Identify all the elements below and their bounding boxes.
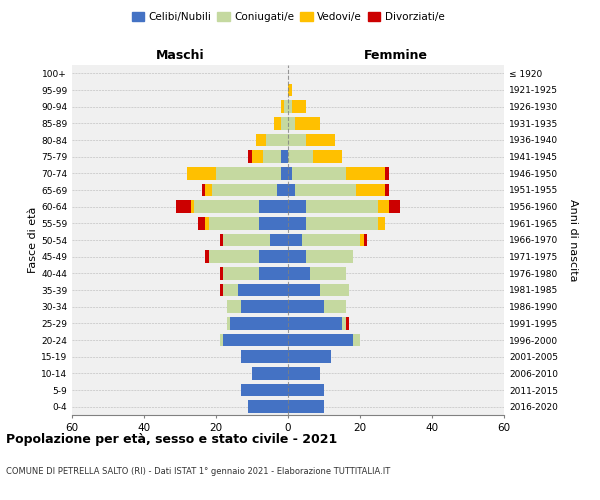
- Bar: [241, 350, 288, 363]
- Bar: [220, 334, 223, 346]
- Bar: [288, 84, 292, 96]
- Y-axis label: Fasce di età: Fasce di età: [28, 207, 38, 273]
- Bar: [324, 300, 346, 313]
- Bar: [288, 317, 342, 330]
- Bar: [288, 367, 320, 380]
- Bar: [346, 167, 385, 179]
- Bar: [385, 184, 389, 196]
- Bar: [288, 250, 306, 263]
- Bar: [306, 134, 335, 146]
- Bar: [238, 284, 288, 296]
- Bar: [248, 400, 288, 413]
- Bar: [205, 217, 209, 230]
- Bar: [281, 100, 284, 113]
- Bar: [220, 284, 223, 296]
- Bar: [277, 184, 288, 196]
- Bar: [259, 250, 288, 263]
- Bar: [241, 384, 288, 396]
- Bar: [220, 267, 223, 280]
- Bar: [205, 250, 209, 263]
- Bar: [313, 150, 342, 163]
- Bar: [310, 267, 346, 280]
- Bar: [292, 167, 346, 179]
- Bar: [288, 184, 295, 196]
- Bar: [378, 217, 385, 230]
- Bar: [288, 384, 324, 396]
- Bar: [274, 117, 281, 130]
- Bar: [259, 200, 288, 213]
- Bar: [220, 234, 223, 246]
- Bar: [288, 117, 295, 130]
- Bar: [342, 317, 346, 330]
- Bar: [230, 317, 288, 330]
- Bar: [295, 184, 356, 196]
- Bar: [302, 234, 360, 246]
- Bar: [288, 334, 353, 346]
- Bar: [356, 184, 385, 196]
- Bar: [241, 300, 288, 313]
- Bar: [191, 200, 194, 213]
- Bar: [360, 234, 364, 246]
- Bar: [288, 217, 306, 230]
- Bar: [248, 150, 252, 163]
- Bar: [320, 284, 349, 296]
- Bar: [306, 217, 378, 230]
- Bar: [389, 200, 400, 213]
- Bar: [288, 400, 324, 413]
- Bar: [227, 300, 241, 313]
- Bar: [252, 150, 263, 163]
- Bar: [266, 134, 288, 146]
- Y-axis label: Anni di nascita: Anni di nascita: [568, 198, 578, 281]
- Bar: [209, 250, 259, 263]
- Bar: [270, 234, 288, 246]
- Text: Maschi: Maschi: [155, 48, 205, 62]
- Bar: [176, 200, 191, 213]
- Bar: [259, 267, 288, 280]
- Bar: [223, 234, 270, 246]
- Bar: [252, 367, 288, 380]
- Bar: [306, 200, 378, 213]
- Bar: [288, 134, 306, 146]
- Bar: [281, 167, 288, 179]
- Bar: [212, 184, 277, 196]
- Bar: [216, 167, 281, 179]
- Bar: [256, 134, 266, 146]
- Text: COMUNE DI PETRELLA SALTO (RI) - Dati ISTAT 1° gennaio 2021 - Elaborazione TUTTIT: COMUNE DI PETRELLA SALTO (RI) - Dati IST…: [6, 468, 390, 476]
- Bar: [202, 184, 205, 196]
- Bar: [187, 167, 216, 179]
- Legend: Celibi/Nubili, Coniugati/e, Vedovi/e, Divorziati/e: Celibi/Nubili, Coniugati/e, Vedovi/e, Di…: [127, 8, 449, 26]
- Bar: [288, 200, 306, 213]
- Bar: [284, 100, 288, 113]
- Bar: [205, 184, 212, 196]
- Bar: [209, 217, 259, 230]
- Bar: [223, 267, 259, 280]
- Bar: [288, 100, 292, 113]
- Bar: [227, 317, 230, 330]
- Bar: [288, 150, 313, 163]
- Bar: [198, 217, 205, 230]
- Bar: [288, 234, 302, 246]
- Bar: [346, 317, 349, 330]
- Bar: [288, 350, 331, 363]
- Bar: [281, 150, 288, 163]
- Bar: [353, 334, 360, 346]
- Bar: [223, 334, 288, 346]
- Text: Femmine: Femmine: [364, 48, 428, 62]
- Bar: [288, 284, 320, 296]
- Bar: [194, 200, 259, 213]
- Bar: [259, 217, 288, 230]
- Text: Popolazione per età, sesso e stato civile - 2021: Popolazione per età, sesso e stato civil…: [6, 432, 337, 446]
- Bar: [378, 200, 389, 213]
- Bar: [292, 100, 306, 113]
- Bar: [385, 167, 389, 179]
- Bar: [306, 250, 353, 263]
- Bar: [288, 267, 310, 280]
- Bar: [295, 117, 320, 130]
- Bar: [288, 167, 292, 179]
- Bar: [288, 300, 324, 313]
- Bar: [223, 284, 238, 296]
- Bar: [263, 150, 281, 163]
- Bar: [281, 117, 288, 130]
- Bar: [364, 234, 367, 246]
